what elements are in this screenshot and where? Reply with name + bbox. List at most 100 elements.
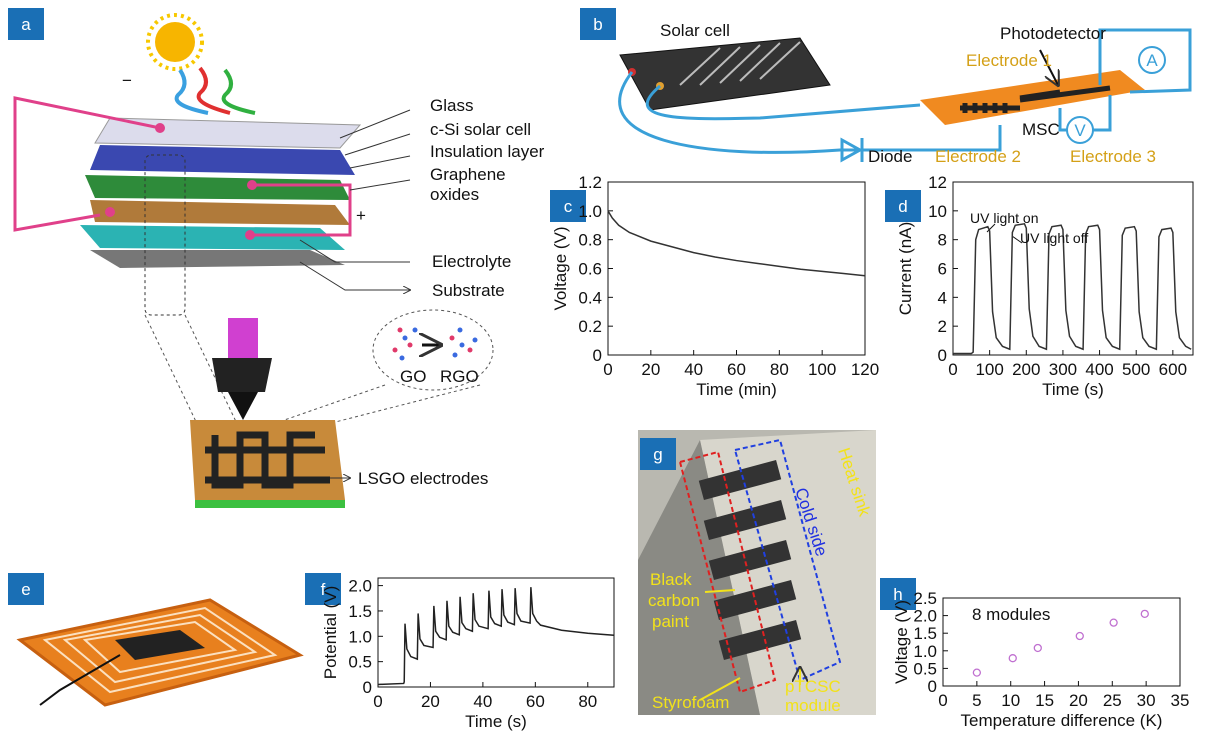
x-tick-label: 40 (473, 692, 492, 711)
panel-label: e (21, 580, 30, 599)
x-tick-label: 0 (603, 360, 612, 379)
x-tick-label: 100 (808, 360, 836, 379)
data-line (953, 222, 1192, 355)
x-tick-label: 0 (948, 360, 957, 379)
panel-label-box (580, 8, 616, 40)
y-tick-label: 10 (928, 202, 947, 221)
solar-cell-label: Solar cell (660, 21, 730, 40)
panel-label: h (893, 585, 902, 604)
x-tick-label: 60 (526, 692, 545, 711)
x-tick-label: 60 (727, 360, 746, 379)
x-tick-label: 0 (938, 691, 947, 710)
y-axis-title: Voltage (V) (551, 226, 570, 310)
meter-label: A (1146, 51, 1158, 70)
y-tick-label: 1.0 (578, 202, 602, 221)
y-tick-label: 4 (938, 288, 947, 307)
y-tick-label: 1.5 (348, 602, 372, 621)
y-axis-title: Voltage (V) (892, 600, 911, 684)
x-axis-title: Temperature difference (K) (961, 711, 1163, 730)
x-tick-label: 40 (684, 360, 703, 379)
panel-label-box (305, 573, 341, 605)
polarity: − (122, 71, 132, 90)
y-tick-label: 6 (938, 260, 947, 279)
msc-label: MSC (1022, 120, 1060, 139)
y-tick-label: 0.5 (913, 659, 937, 678)
styrofoam-label: Styrofoam (652, 693, 729, 712)
y-tick-label: 1.5 (913, 624, 937, 643)
electrode-label: LSGO electrodes (358, 469, 488, 488)
y-tick-label: 0.5 (348, 653, 372, 672)
panel-label: g (653, 445, 662, 464)
y-tick-label: 0 (363, 678, 372, 697)
panel-label: d (898, 197, 907, 216)
data-point (1140, 609, 1149, 618)
x-tick-label: 500 (1122, 360, 1150, 379)
x-tick-label: 80 (578, 692, 597, 711)
polarity: + (356, 206, 366, 225)
y-tick-label: 2 (938, 317, 947, 336)
conversion-label: RGO (440, 367, 479, 386)
annotation: 8 modules (972, 605, 1050, 624)
y-tick-label: 2.0 (348, 577, 372, 596)
layer-label: c-Si solar cell (430, 120, 531, 139)
panel-a-drawing (13, 13, 494, 508)
panel-label-box (880, 578, 916, 610)
panel-label: f (321, 580, 326, 599)
data-line (607, 210, 866, 277)
x-tick-label: 30 (1137, 691, 1156, 710)
photodetector-label: Photodetector (1000, 24, 1106, 43)
data-point (972, 668, 982, 677)
plot-frame (607, 181, 866, 356)
data-line (377, 587, 615, 686)
panel-label-box (885, 190, 921, 222)
layer-label: Electrolyte (432, 252, 511, 271)
y-tick-label: 0 (593, 346, 602, 365)
y-tick-label: 12 (928, 173, 947, 192)
meter-label: V (1074, 121, 1086, 140)
paint-label: Black (650, 570, 692, 589)
y-tick-label: 0 (938, 346, 947, 365)
y-tick-label: 0.4 (578, 288, 602, 307)
panel-label: c (564, 197, 573, 216)
x-axis-title: Time (s) (1042, 380, 1104, 399)
module-label: module (785, 696, 841, 715)
x-tick-label: 100 (975, 360, 1003, 379)
plot-frame (942, 597, 1181, 687)
y-tick-label: 0.6 (578, 260, 602, 279)
module-label: pTCSC (785, 677, 841, 696)
x-axis-title: Time (min) (696, 380, 777, 399)
data-point (1075, 631, 1084, 641)
panel-label: b (593, 15, 602, 34)
electrode-label: Electrode 1 (966, 51, 1052, 70)
x-tick-label: 15 (1035, 691, 1054, 710)
electrode-label: Electrode 3 (1070, 147, 1156, 166)
y-tick-label: 2.5 (913, 589, 937, 608)
plot-frame (377, 577, 615, 688)
data-point (1008, 654, 1017, 663)
x-tick-label: 80 (770, 360, 789, 379)
y-axis-title: Current (nA) (896, 222, 915, 316)
x-tick-label: 20 (1069, 691, 1088, 710)
paint-label: paint (652, 612, 689, 631)
paint-label: carbon (648, 591, 700, 610)
layer-label: Substrate (432, 281, 505, 300)
y-tick-label: 2.0 (913, 607, 937, 626)
panel-g-photo (638, 430, 876, 715)
x-tick-label: 35 (1171, 691, 1190, 710)
y-tick-label: 1.0 (913, 642, 937, 661)
y-tick-label: 1.2 (578, 173, 602, 192)
y-tick-label: 0.2 (578, 317, 602, 336)
x-tick-label: 10 (1001, 691, 1020, 710)
panel-e-drawing (16, 598, 304, 707)
panel-label-box (640, 438, 676, 470)
x-tick-label: 300 (1049, 360, 1077, 379)
layer-label: Insulation layer (430, 142, 545, 161)
y-tick-label: 0 (928, 677, 937, 696)
panel-label-box (550, 190, 586, 222)
x-tick-label: 20 (641, 360, 660, 379)
x-axis-title: Time (s) (465, 712, 527, 731)
y-tick-label: 8 (938, 231, 947, 250)
y-tick-label: 1.0 (348, 627, 372, 646)
x-tick-label: 25 (1103, 691, 1122, 710)
